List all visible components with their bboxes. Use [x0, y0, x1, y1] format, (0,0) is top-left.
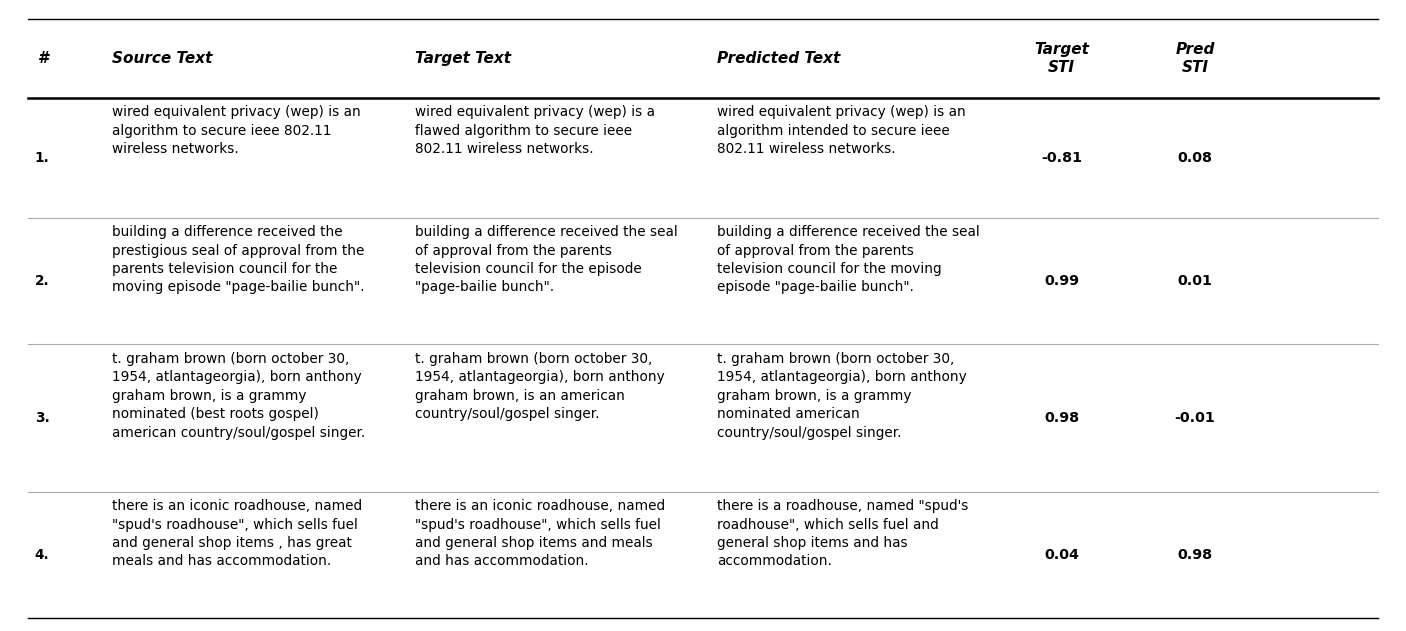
Text: building a difference received the seal
of approval from the parents
television : building a difference received the seal …: [415, 225, 678, 295]
Text: 2.: 2.: [35, 274, 49, 288]
Text: there is a roadhouse, named "spud's
roadhouse", which sells fuel and
general sho: there is a roadhouse, named "spud's road…: [717, 499, 969, 569]
Text: 0.08: 0.08: [1178, 151, 1212, 165]
Text: building a difference received the seal
of approval from the parents
television : building a difference received the seal …: [717, 225, 980, 295]
Text: 0.98: 0.98: [1178, 548, 1212, 562]
Text: Predicted Text: Predicted Text: [717, 51, 841, 66]
Text: 0.04: 0.04: [1045, 548, 1078, 562]
Text: 0.99: 0.99: [1045, 274, 1078, 288]
Text: there is an iconic roadhouse, named
"spud's roadhouse", which sells fuel
and gen: there is an iconic roadhouse, named "spu…: [415, 499, 665, 569]
Text: wired equivalent privacy (wep) is an
algorithm to secure ieee 802.11
wireless ne: wired equivalent privacy (wep) is an alg…: [112, 105, 361, 156]
Text: wired equivalent privacy (wep) is an
algorithm intended to secure ieee
802.11 wi: wired equivalent privacy (wep) is an alg…: [717, 105, 966, 156]
Text: 3.: 3.: [35, 411, 49, 425]
Text: t. graham brown (born october 30,
1954, atlantageorgia), born anthony
graham bro: t. graham brown (born october 30, 1954, …: [415, 352, 665, 421]
Text: Pred
STI: Pred STI: [1175, 42, 1215, 75]
Text: #: #: [37, 51, 48, 66]
Text: there is an iconic roadhouse, named
"spud's roadhouse", which sells fuel
and gen: there is an iconic roadhouse, named "spu…: [112, 499, 363, 569]
Text: 0.98: 0.98: [1045, 411, 1078, 425]
Text: wired equivalent privacy (wep) is a
flawed algorithm to secure ieee
802.11 wirel: wired equivalent privacy (wep) is a flaw…: [415, 105, 655, 156]
Text: 1.: 1.: [35, 151, 49, 165]
Text: building a difference received the
prestigious seal of approval from the
parents: building a difference received the prest…: [112, 225, 366, 295]
Text: t. graham brown (born october 30,
1954, atlantageorgia), born anthony
graham bro: t. graham brown (born october 30, 1954, …: [112, 352, 366, 440]
Text: -0.81: -0.81: [1040, 151, 1083, 165]
Text: 0.01: 0.01: [1178, 274, 1212, 288]
Text: t. graham brown (born october 30,
1954, atlantageorgia), born anthony
graham bro: t. graham brown (born october 30, 1954, …: [717, 352, 967, 440]
Text: Source Text: Source Text: [112, 51, 212, 66]
Text: -0.01: -0.01: [1175, 411, 1215, 425]
Text: Target Text: Target Text: [415, 51, 510, 66]
Text: 4.: 4.: [35, 548, 49, 562]
Text: Target
STI: Target STI: [1033, 42, 1090, 75]
